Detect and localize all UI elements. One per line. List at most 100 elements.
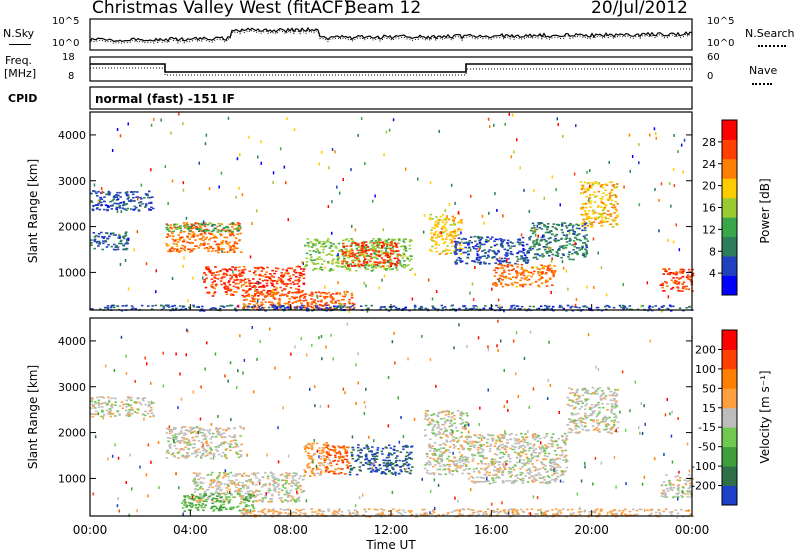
noise-tick-bottom: 10^0 bbox=[52, 38, 80, 49]
freq-strip-frame bbox=[89, 56, 693, 82]
scatter-region bbox=[660, 474, 695, 499]
x-tick-label: 00:00 bbox=[675, 523, 710, 537]
y-tick-label: 1000 bbox=[58, 266, 86, 279]
colorbar-tick-label: 50 bbox=[702, 382, 716, 395]
nsearch-label: N.Search bbox=[745, 27, 795, 40]
colorbar-frame bbox=[721, 329, 738, 506]
x-tick-label: 04:00 bbox=[173, 523, 208, 537]
nsky-legend-line bbox=[9, 44, 31, 45]
scatter-region bbox=[423, 410, 469, 476]
colorbar-tick-label: 28 bbox=[702, 136, 716, 149]
date-title: 20/Jul/2012 bbox=[591, 0, 688, 18]
power-heatmap bbox=[90, 112, 695, 313]
colorbar-swatch bbox=[722, 178, 737, 199]
freq-unit: [MHz] bbox=[4, 67, 37, 80]
nave-tick-bottom: 0 bbox=[707, 71, 714, 82]
beam-title: Beam 12 bbox=[345, 0, 422, 18]
noise-tick-top-right: 10^5 bbox=[707, 16, 735, 27]
y-tick-label: 1000 bbox=[58, 472, 86, 485]
scatter-region bbox=[165, 222, 242, 233]
colorbar-tick-label: 16 bbox=[702, 202, 716, 215]
scatter-region bbox=[348, 444, 414, 476]
x-tick-label: 20:00 bbox=[574, 523, 609, 537]
y-tick-label: 3000 bbox=[58, 175, 86, 188]
freq-label: Freq. bbox=[5, 54, 33, 67]
colorbars: 4 8 12 16 20 24 28 200 100 50 15 -15 -50 -100 -200 bbox=[691, 119, 738, 506]
noise-tick-bottom-right: 10^0 bbox=[707, 38, 735, 49]
colorbar-tick-label: 15 bbox=[702, 402, 716, 415]
x-tick-label: 00:00 bbox=[73, 523, 108, 537]
sparse-echoes bbox=[92, 319, 693, 519]
nave-label: Nave bbox=[749, 64, 778, 77]
nsky-label: N.Sky bbox=[3, 27, 35, 40]
colorbar-swatch bbox=[722, 368, 737, 389]
scatter-region bbox=[453, 235, 531, 265]
scatter-region bbox=[203, 265, 306, 297]
nave-tick-top: 60 bbox=[707, 52, 720, 63]
axes: 1000 2000 3000 4000 1000 2000 3000 4000 00:00 04:… bbox=[58, 129, 709, 537]
scatter-region bbox=[90, 190, 155, 212]
colorbar-tick-label: 8 bbox=[709, 245, 716, 258]
scatter-region bbox=[579, 181, 620, 228]
x-axis-label: Time UT bbox=[366, 538, 416, 552]
x-tick-label: 08:00 bbox=[273, 523, 308, 537]
colorbar-tick-label: -100 bbox=[691, 460, 716, 473]
colorbar-swatch bbox=[722, 158, 737, 179]
y-tick-label: 2000 bbox=[58, 427, 86, 440]
nave-legend-line bbox=[752, 83, 772, 85]
colorbar-swatch bbox=[722, 217, 737, 238]
colorbar-swatch bbox=[722, 330, 737, 350]
colorbar-swatch bbox=[722, 256, 737, 276]
colorbar-tick-label: 4 bbox=[709, 267, 716, 280]
scatter-region bbox=[181, 492, 256, 512]
scatter-region bbox=[529, 222, 590, 261]
power-colorbar-label: Power [dB] bbox=[758, 178, 772, 244]
colorbar-tick-label: 200 bbox=[695, 343, 716, 356]
nave-series bbox=[90, 67, 692, 76]
colorbar-tick-label: 100 bbox=[695, 363, 716, 376]
scatter-region bbox=[90, 304, 694, 312]
power-panel-frame bbox=[89, 111, 693, 311]
colorbar-tick-label: 20 bbox=[702, 180, 716, 193]
y-tick-label: 3000 bbox=[58, 381, 86, 394]
colorbar-swatch bbox=[722, 388, 737, 409]
scatter-region bbox=[566, 386, 620, 435]
velocity-colorbar-label: Velocity [m s⁻¹] bbox=[758, 370, 772, 464]
noise-sky-series bbox=[89, 26, 693, 43]
cpid-label: CPID bbox=[8, 92, 38, 105]
velocity-heatmap bbox=[90, 319, 695, 519]
colorbar-tick-label: 24 bbox=[702, 158, 716, 171]
station-title: Christmas Valley West (fitACF) bbox=[92, 0, 351, 18]
scatter-region bbox=[323, 444, 351, 475]
x-tick-label: 16:00 bbox=[474, 523, 509, 537]
colorbar-tick-label: -50 bbox=[698, 441, 716, 454]
colorbar-swatch bbox=[722, 275, 737, 296]
colorbar-tick-label: -200 bbox=[691, 480, 716, 493]
frequency-series bbox=[90, 63, 692, 73]
colorbar-swatch bbox=[722, 197, 737, 218]
colorbar-swatch bbox=[722, 236, 737, 257]
scatter-region bbox=[341, 241, 401, 267]
colorbar-swatch bbox=[722, 139, 737, 160]
sparse-echoes bbox=[93, 112, 686, 313]
x-tick-label: 12:00 bbox=[374, 523, 409, 537]
colorbar-swatch bbox=[722, 446, 737, 467]
cpid-text: normal (fast) -151 IF bbox=[95, 92, 235, 106]
scatter-region bbox=[659, 267, 695, 292]
colorbar-tick-label: 12 bbox=[702, 223, 716, 236]
freq-tick-bottom: 8 bbox=[68, 71, 75, 82]
colorbar-swatch bbox=[722, 120, 737, 140]
colorbar-swatch bbox=[722, 485, 737, 506]
colorbar-swatch bbox=[722, 427, 737, 448]
scatter-region bbox=[492, 263, 557, 288]
scatter-region bbox=[428, 213, 464, 255]
nsearch-legend-line bbox=[758, 45, 786, 47]
scatter-region bbox=[303, 442, 331, 477]
y-tick-label: 4000 bbox=[58, 335, 86, 348]
velocity-ylabel: Slant Range [km] bbox=[26, 364, 40, 470]
noise-tick-top: 10^5 bbox=[52, 16, 80, 27]
colorbar-swatch bbox=[722, 407, 737, 428]
velocity-panel-frame bbox=[89, 317, 693, 517]
